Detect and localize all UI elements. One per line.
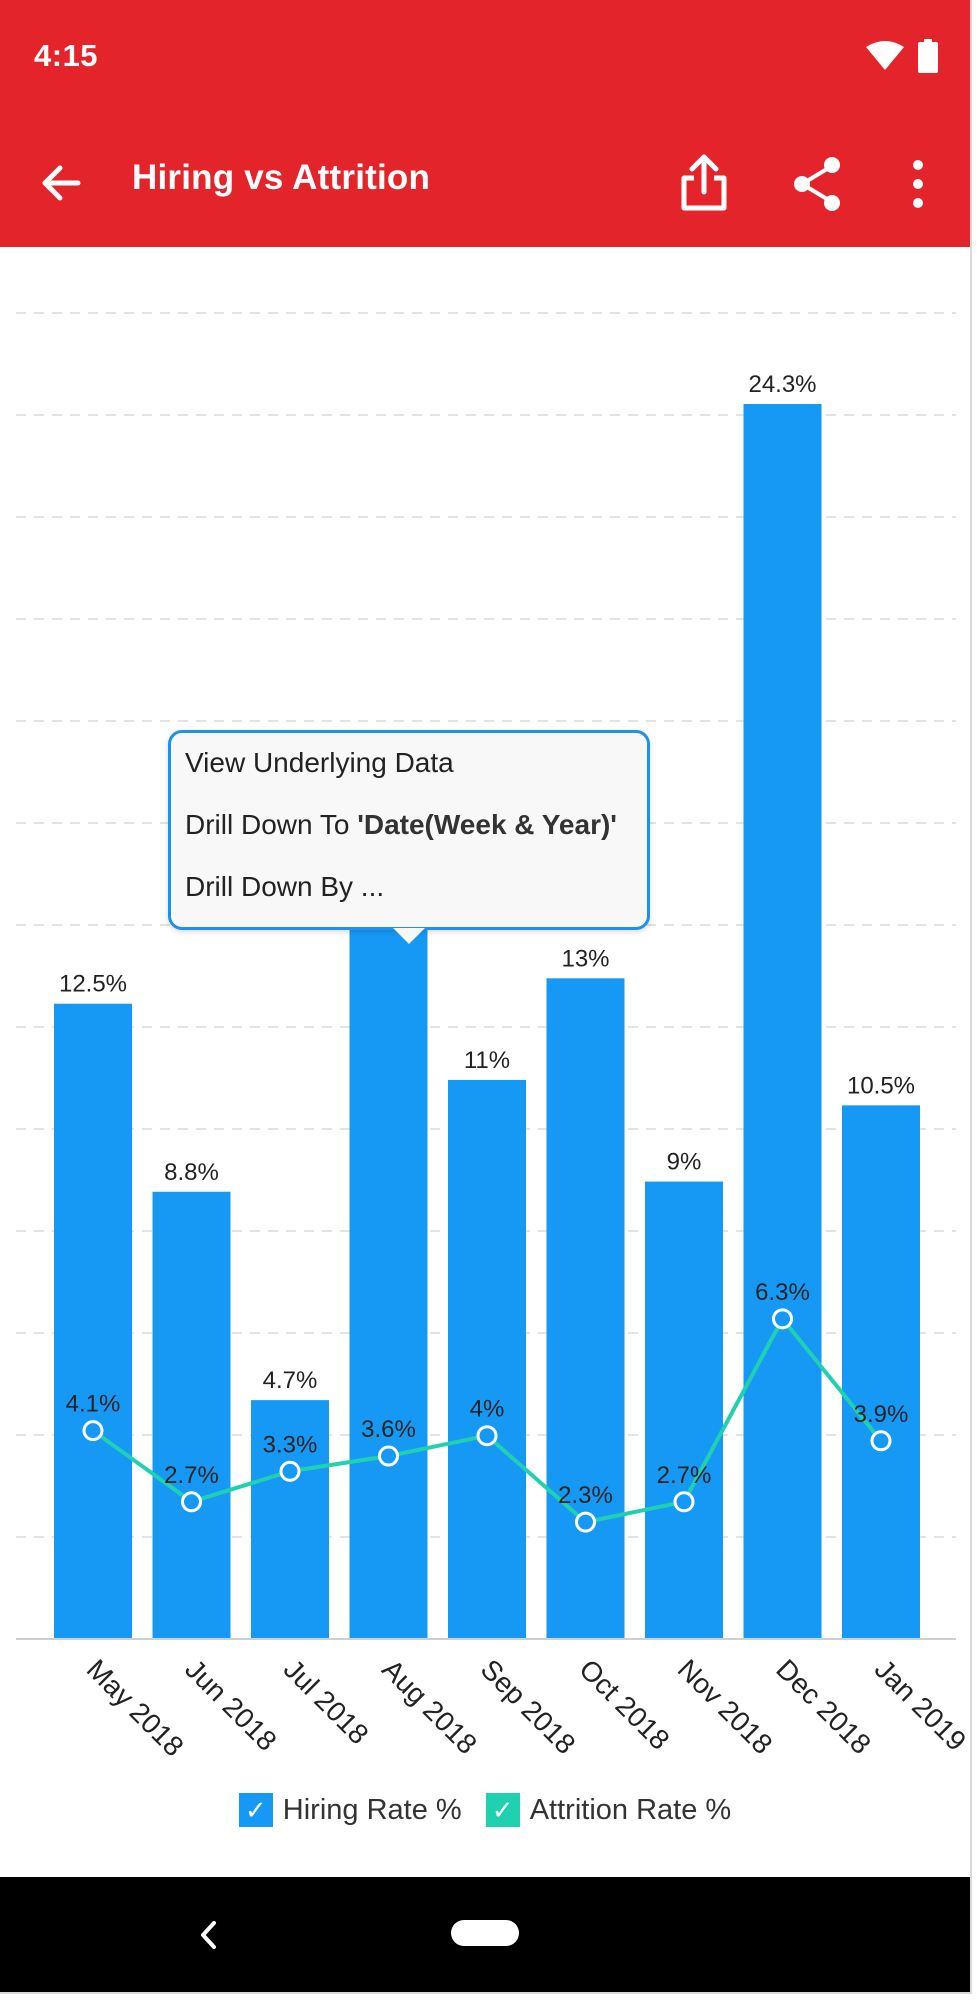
menu-item-label: Drill Down To [185,809,358,840]
hiring-attrition-chart[interactable]: 12.5% 8.8% 4.7% 11% 13% 9% 24.3% 10.5% 4.1% 2.7% 3… [0,247,970,1787]
point-value-label: 3.6% [361,1416,416,1443]
more-options-button[interactable] [886,152,950,216]
status-icons [866,38,938,74]
bar-value-label: 4.7% [263,1367,318,1394]
chevron-left-icon [201,1921,216,1949]
status-bar: 4:15 [0,0,970,118]
x-tick-label: Aug 2018 [376,1653,483,1760]
drill-target-label: 'Date(Week & Year)' [357,809,617,840]
point-attrition[interactable] [181,1491,202,1513]
upload-icon [681,154,727,211]
legend-item-hiring[interactable]: ✓ Hiring Rate % [238,1793,462,1827]
page-title: Hiring vs Attrition [132,158,431,197]
chart-area: 12.5% 8.8% 4.7% 11% 13% 9% 24.3% 10.5% 4.1% 2.7% 3… [0,247,970,1877]
checkbox-checked-icon: ✓ [485,1793,520,1827]
export-button[interactable] [672,152,736,216]
battery-icon [918,39,938,73]
bar-hiring[interactable] [349,927,428,1639]
point-value-label: 3.3% [263,1431,318,1458]
chart-legend: ✓ Hiring Rate % ✓ Attrition Rate % [0,1793,970,1827]
arrow-left-icon [42,165,81,201]
bar-value-label: 24.3% [748,371,816,398]
menu-item-drill-down-to[interactable]: Drill Down To 'Date(Week & Year)' [185,809,617,841]
menu-item-drill-down-by[interactable]: Drill Down By ... [185,871,384,903]
bar-value-label: 10.5% [847,1072,915,1099]
point-attrition[interactable] [575,1511,596,1533]
app-bar: Hiring vs Attrition [0,118,970,247]
nav-back-button[interactable] [194,1917,224,1953]
wifi-icon [866,41,904,70]
x-tick-label: Dec 2018 [770,1653,877,1760]
bar-hiring[interactable] [251,1400,329,1639]
point-value-label: 2.3% [558,1482,613,1509]
point-value-label: 2.7% [657,1462,712,1489]
bar-hiring[interactable] [645,1181,723,1639]
menu-item-view-underlying-data[interactable]: View Underlying Data [185,747,454,779]
bar-value-label: 11% [464,1047,510,1074]
status-time: 4:15 [34,38,99,73]
point-attrition[interactable] [476,1425,498,1447]
legend-item-attrition[interactable]: ✓ Attrition Rate % [485,1793,732,1827]
x-tick-label: Sep 2018 [475,1653,582,1760]
x-tick-label: Nov 2018 [672,1653,779,1760]
bar-hiring[interactable] [152,1191,231,1639]
bar-value-label: 9% [667,1149,702,1176]
bar-hiring[interactable] [448,1079,526,1639]
point-attrition[interactable] [870,1430,892,1452]
point-attrition[interactable] [673,1491,695,1513]
point-attrition[interactable] [279,1460,301,1482]
legend-label-attrition: Attrition Rate % [529,1793,732,1826]
menu-item-label: View Underlying Data [185,747,454,778]
point-value-label: 6.3% [755,1279,810,1306]
back-button[interactable] [34,156,88,210]
point-value-label: 2.7% [164,1462,219,1489]
context-menu: View Underlying Data Drill Down To 'Date… [168,730,650,944]
x-tick-label: Oct 2018 [573,1653,675,1755]
checkbox-checked-icon: ✓ [238,1793,273,1827]
point-value-label: 4% [470,1396,505,1423]
x-tick-label: Jan 2019 [869,1653,970,1756]
share-button[interactable] [786,152,850,216]
point-value-label: 4.1% [66,1391,121,1418]
bar-value-label: 13% [561,945,609,972]
point-attrition[interactable] [378,1445,399,1467]
share-icon [794,157,840,211]
legend-label-hiring: Hiring Rate % [282,1793,462,1826]
system-nav-bar [0,1877,970,1992]
bar-hiring[interactable] [54,1003,132,1639]
more-vert-icon [913,160,923,208]
bar-hiring[interactable] [546,978,625,1639]
menu-item-label: Drill Down By ... [185,871,385,902]
point-attrition[interactable] [772,1308,793,1330]
x-tick-label: Jul 2018 [278,1653,375,1750]
x-tick-label: Jun 2018 [179,1653,282,1756]
point-attrition[interactable] [82,1420,104,1442]
bar-hiring[interactable] [743,404,822,1639]
x-tick-label: May 2018 [81,1653,190,1762]
bar-value-label: 8.8% [164,1159,219,1186]
bar-hiring[interactable] [842,1105,920,1639]
nav-home-button[interactable] [451,1920,519,1946]
point-value-label: 3.9% [854,1401,909,1428]
bar-value-label: 12.5% [59,971,127,998]
